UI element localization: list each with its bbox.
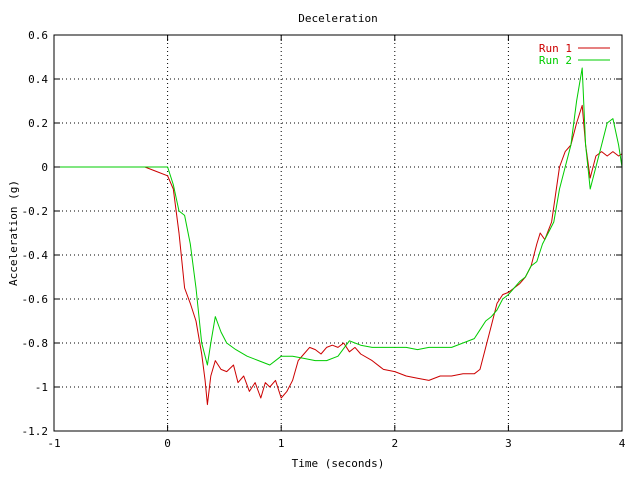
y-tick-label: 0.6	[28, 29, 48, 42]
x-axis-label: Time (seconds)	[292, 457, 385, 470]
x-tick-label: 1	[278, 437, 285, 450]
y-tick-label: -0.2	[22, 205, 49, 218]
series-group	[54, 67, 623, 406]
grid	[54, 35, 622, 431]
legend-label-run-2: Run 2	[539, 54, 572, 67]
y-tick-label: -0.6	[22, 293, 49, 306]
series-line-run-1	[54, 104, 623, 406]
y-tick-label: -1.2	[22, 425, 49, 438]
y-tick-label: -0.4	[22, 249, 49, 262]
x-tick-label: 4	[619, 437, 626, 450]
series-line-run-2	[54, 67, 623, 366]
y-tick-label: -0.8	[22, 337, 49, 350]
y-axis-label: Acceleration (g)	[7, 180, 20, 286]
x-tick-label: 2	[391, 437, 398, 450]
x-tick-label: 3	[505, 437, 512, 450]
axis-ticks: -1 0 1 2 3 4-1.2-1-0.8-0.6-0.4-0.200.20.40.6	[22, 29, 626, 450]
chart-title: Deceleration	[298, 12, 377, 25]
plot-frame	[53, 34, 623, 432]
y-tick-label: 0	[41, 161, 48, 174]
y-tick-label: 0.2	[28, 117, 48, 130]
y-tick-label: -1	[35, 381, 48, 394]
x-tick-label: 0	[164, 437, 171, 450]
x-tick-label: -1	[47, 437, 60, 450]
legend-label-run-1: Run 1	[539, 42, 572, 55]
y-tick-label: 0.4	[28, 73, 48, 86]
